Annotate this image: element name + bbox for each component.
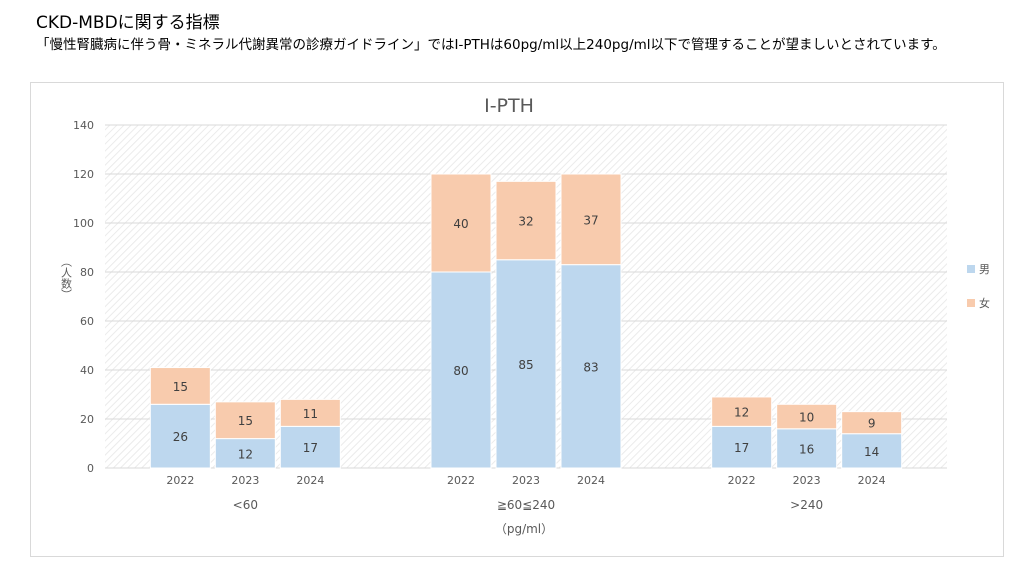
bar-segment (495, 259, 557, 469)
data-label: 9 (868, 417, 876, 431)
y-tick-label: 80 (80, 266, 94, 279)
data-label: 32 (518, 215, 533, 229)
bar-segment (279, 425, 341, 469)
data-label: 26 (173, 430, 188, 444)
x-tick-label: 2022 (447, 474, 475, 487)
y-axis-title: （人数） (60, 256, 73, 300)
bar-segment (841, 411, 903, 435)
y-tick-label: 0 (87, 462, 94, 475)
bar-segment (149, 403, 211, 469)
ipth-stacked-bar-chart: I-PTH 0 20 40 60 80 100 120 140 26 15 12 15 17 11 80 4… (60, 95, 991, 536)
bar-segment (430, 271, 492, 469)
group-label: ≧60≦240 (497, 498, 555, 512)
guideline-description: 「慢性腎臓病に伴う骨・ミネラル代謝異常の診療ガイドライン」ではI-PTHは60p… (36, 37, 946, 53)
y-tick-label: 120 (73, 168, 94, 181)
legend-swatch (967, 299, 975, 307)
x-tick-label: 2022 (166, 474, 194, 487)
legend-swatch (967, 265, 975, 273)
legend-label: 男 (979, 263, 990, 276)
y-tick-label: 40 (80, 364, 94, 377)
legend-label: 女 (979, 296, 990, 310)
bar-segment (711, 396, 773, 427)
bar-segment (560, 264, 622, 469)
data-label: 37 (583, 213, 598, 227)
data-label: 15 (238, 414, 253, 428)
y-tick-label: 60 (80, 315, 94, 328)
data-label: 15 (173, 380, 188, 394)
bar-segment (711, 425, 773, 469)
x-tick-label: 2023 (231, 474, 259, 487)
x-axis-title: （pg/ml） (495, 522, 553, 536)
bar-segment (560, 173, 622, 266)
data-label: 17 (303, 441, 318, 455)
x-tick-label: 2024 (296, 474, 324, 487)
y-tick-label: 140 (73, 119, 94, 132)
x-tick-label: 2023 (512, 474, 540, 487)
chart-title: I-PTH (484, 95, 534, 117)
data-label: 80 (453, 364, 468, 378)
chart-container: I-PTH 0 20 40 60 80 100 120 140 26 15 12 15 17 11 80 4… (30, 82, 1004, 557)
data-label: 11 (303, 407, 318, 421)
data-label: 83 (583, 360, 598, 374)
bar-segment (214, 401, 276, 440)
y-tick-label: 20 (80, 413, 94, 426)
x-tick-label: 2022 (728, 474, 756, 487)
data-label: 12 (734, 406, 749, 420)
x-tick-label: 2023 (793, 474, 821, 487)
data-label: 16 (799, 442, 814, 456)
bar-segment (776, 428, 838, 469)
group-label: >240 (790, 498, 823, 512)
y-tick-label: 100 (73, 217, 94, 230)
bar-segment (776, 403, 838, 430)
group-label: <60 (233, 498, 258, 512)
bar-segment (149, 367, 211, 405)
bar-segment (214, 438, 276, 469)
data-label: 14 (864, 445, 879, 459)
data-label: 85 (518, 358, 533, 372)
bar-segment (279, 398, 341, 427)
x-tick-label: 2024 (858, 474, 886, 487)
data-label: 12 (238, 447, 253, 461)
data-label: 17 (734, 441, 749, 455)
bar-segment (430, 173, 492, 273)
bar-segment (495, 180, 557, 261)
page-heading: CKD-MBDに関する指標 (36, 13, 220, 33)
x-tick-label: 2024 (577, 474, 605, 487)
data-label: 10 (799, 411, 814, 425)
data-label: 40 (453, 217, 468, 231)
